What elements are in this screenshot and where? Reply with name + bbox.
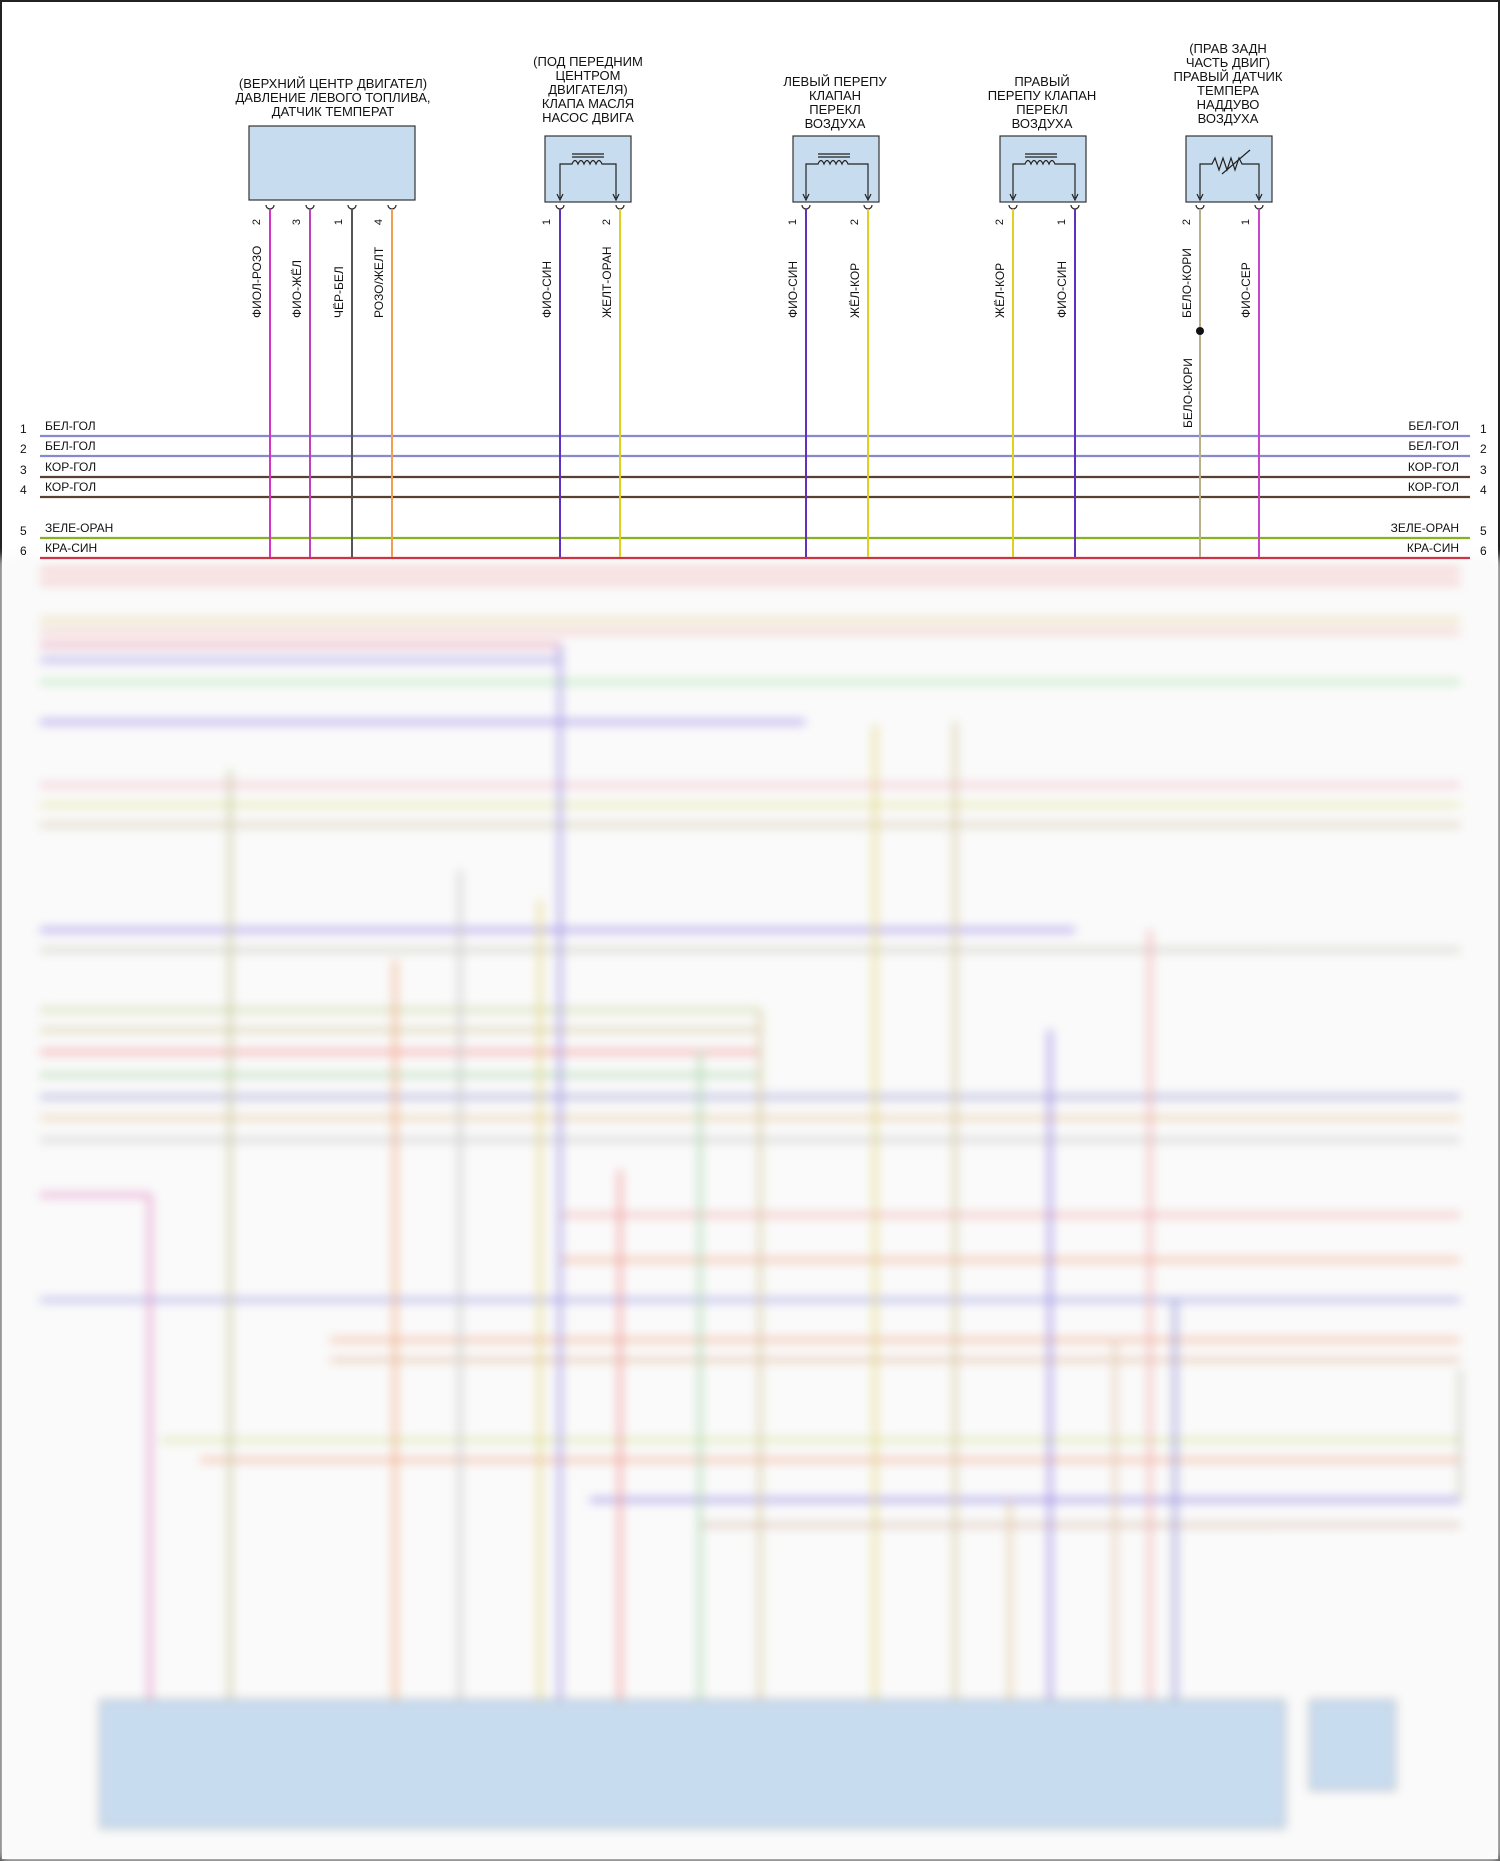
- bus-number-right: 4: [1480, 483, 1487, 497]
- pin-number: 1: [541, 219, 553, 225]
- pin-number: 1: [333, 219, 345, 225]
- bus-label-left: ЗЕЛЕ-ОРАН: [45, 521, 113, 535]
- component-wires: 2 ФИОЛ-РОЗО 3 ФИО-ЖЁЛ 1 ЧЁР-БЕЛ 4 РОЗО/ЖЕЛТ 1 ФИО…: [250, 204, 1264, 319]
- connector-body: [248, 125, 416, 201]
- component-title: ПЕРЕКЛ: [1016, 102, 1067, 117]
- bus-label-left: КОР-ГОЛ: [45, 480, 96, 494]
- wire-label: ЖЁЛ-КОР: [993, 263, 1007, 318]
- wire-label: ФИО-СИН: [1055, 261, 1069, 318]
- bus-label-right: КОР-ГОЛ: [1408, 480, 1459, 494]
- pin-number: 4: [373, 219, 385, 225]
- bus-label-left: КРА-СИН: [45, 541, 97, 555]
- connector-body: [792, 135, 880, 203]
- component-title: ДАТЧИК ТЕМПЕРАТ: [272, 104, 395, 119]
- component-title: (ПРАВ ЗАДН: [1189, 41, 1267, 56]
- bus-label-left: БЕЛ-ГОЛ: [45, 439, 96, 453]
- bus-number-left: 1: [20, 422, 27, 436]
- bus-number-right: 2: [1480, 442, 1487, 456]
- wire-label: ФИО-СЕР: [1239, 262, 1253, 318]
- pin-number: 2: [1181, 219, 1193, 225]
- wire-label: ФИОЛ-РОЗО: [250, 246, 264, 318]
- component-title: ВОЗДУХА: [1012, 116, 1073, 131]
- component-title: (ВЕРХНИЙ ЦЕНТР ДВИГАТЕЛ): [239, 76, 427, 91]
- wire-label: ФИО-ЖЁЛ: [290, 260, 304, 318]
- bus-number-left: 2: [20, 442, 27, 456]
- splice-point: БЕЛО-КОРИ: [1181, 327, 1204, 428]
- pin-number: 2: [251, 219, 263, 225]
- bus-label-right: БЕЛ-ГОЛ: [1408, 439, 1459, 453]
- component-title: ПЕРЕКЛ: [809, 102, 860, 117]
- bus-number-left: 6: [20, 544, 27, 558]
- component-title: ДВИГАТЕЛЯ): [548, 82, 628, 97]
- pin-number: 2: [849, 219, 861, 225]
- wire-label: РОЗО/ЖЕЛТ: [372, 246, 386, 318]
- wire-label: ЧЁР-БЕЛ: [332, 266, 346, 318]
- component-title: ТЕМПЕРА: [1197, 83, 1259, 98]
- wire-label: ФИО-СИН: [540, 261, 554, 318]
- wire-drops: [269, 209, 1260, 557]
- thermistor-icon: [1196, 149, 1263, 202]
- splice-dot-icon: [1196, 327, 1204, 335]
- blurred-region: [0, 557, 1500, 1861]
- connector-body: [999, 135, 1087, 203]
- boost-air-temp-sensor: (ПРАВ ЗАДН ЧАСТЬ ДВИГ) ПРАВЫЙ ДАТЧИК ТЕМ…: [1174, 41, 1283, 203]
- pin-number: 1: [1056, 219, 1068, 225]
- component-title: ВОЗДУХА: [805, 116, 866, 131]
- component-title: ВОЗДУХА: [1198, 111, 1259, 126]
- connector-body: [544, 135, 632, 203]
- pin-number: 1: [787, 219, 799, 225]
- component-title: НАДДУВО: [1197, 97, 1260, 112]
- pin-number: 3: [291, 219, 303, 225]
- component-title: ЛЕВЫЙ ПЕРЕПУ: [783, 74, 887, 89]
- bus-number-left: 4: [20, 483, 27, 497]
- component-title: (ПОД ПЕРЕДНИМ: [533, 54, 643, 69]
- bus-label-right: ЗЕЛЕ-ОРАН: [1391, 521, 1459, 535]
- bus-number-left: 5: [20, 524, 27, 538]
- solenoid-coil-icon: [556, 153, 620, 202]
- splice-wire-label: БЕЛО-КОРИ: [1181, 358, 1195, 428]
- bus-label-right: БЕЛ-ГОЛ: [1408, 419, 1459, 433]
- wire-label: ЖЕЛТ-ОРАН: [600, 247, 614, 319]
- component-title: ДАВЛЕНИЕ ЛЕВОГО ТОПЛИВА,: [235, 90, 430, 105]
- bus-label-right: КОР-ГОЛ: [1408, 460, 1459, 474]
- component-title: КЛАПА МАСЛЯ: [542, 96, 634, 111]
- right-bypass-valve: ПРАВЫЙ ПЕРЕПУ КЛАПАН ПЕРЕКЛ ВОЗДУХА: [988, 74, 1097, 203]
- bus-number-right: 6: [1480, 544, 1487, 558]
- bus-number-right: 5: [1480, 524, 1487, 538]
- component-title: ПЕРЕПУ КЛАПАН: [988, 88, 1097, 103]
- fuel-pressure-temp-sensor: (ВЕРХНИЙ ЦЕНТР ДВИГАТЕЛ) ДАВЛЕНИЕ ЛЕВОГО…: [235, 76, 431, 201]
- solenoid-coil-icon: [1009, 153, 1079, 202]
- pin-number: 2: [994, 219, 1006, 225]
- component-title: ПРАВЫЙ: [1014, 74, 1069, 89]
- bus-label-right: КРА-СИН: [1407, 541, 1459, 555]
- wire-label: ЖЁЛ-КОР: [848, 263, 862, 318]
- component-title: НАСОС ДВИГА: [542, 110, 634, 125]
- left-bypass-valve: ЛЕВЫЙ ПЕРЕПУ КЛАПАН ПЕРЕКЛ ВОЗДУХА: [783, 74, 887, 203]
- wire-label: ФИО-СИН: [786, 261, 800, 318]
- pin-number: 2: [601, 219, 613, 225]
- component-title: ПРАВЫЙ ДАТЧИК: [1174, 69, 1283, 84]
- oil-pump-valve: (ПОД ПЕРЕДНИМ ЦЕНТРОМ ДВИГАТЕЛЯ) КЛАПА М…: [533, 54, 643, 203]
- bus-number-right: 3: [1480, 463, 1487, 477]
- component-title: ЧАСТЬ ДВИГ): [1186, 55, 1270, 70]
- solenoid-coil-icon: [802, 153, 872, 202]
- pin-number: 1: [1240, 219, 1252, 225]
- bus-lines: 1 1 БЕЛ-ГОЛ БЕЛ-ГОЛ 2 2 БЕЛ-ГОЛ БЕЛ-ГОЛ 3 3 КОР-ГО…: [20, 419, 1487, 560]
- component-title: ЦЕНТРОМ: [556, 68, 621, 83]
- bus-number-left: 3: [20, 463, 27, 477]
- bus-label-left: БЕЛ-ГОЛ: [45, 419, 96, 433]
- bus-number-right: 1: [1480, 422, 1487, 436]
- wire-label: БЕЛО-КОРИ: [1180, 248, 1194, 318]
- component-title: КЛАПАН: [809, 88, 861, 103]
- bus-label-left: КОР-ГОЛ: [45, 460, 96, 474]
